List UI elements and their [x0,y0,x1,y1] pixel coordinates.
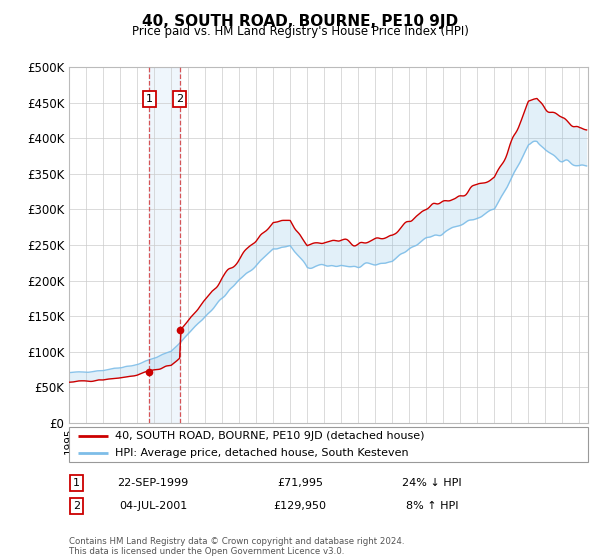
Text: 1: 1 [146,94,153,104]
Text: HPI: Average price, detached house, South Kesteven: HPI: Average price, detached house, Sout… [115,449,408,458]
FancyBboxPatch shape [69,427,588,462]
Text: £71,995: £71,995 [277,478,323,488]
Text: £129,950: £129,950 [274,501,326,511]
Text: Contains HM Land Registry data © Crown copyright and database right 2024.
This d: Contains HM Land Registry data © Crown c… [69,536,404,556]
Text: 40, SOUTH ROAD, BOURNE, PE10 9JD (detached house): 40, SOUTH ROAD, BOURNE, PE10 9JD (detach… [115,431,424,441]
Text: 22-SEP-1999: 22-SEP-1999 [118,478,188,488]
Text: 1: 1 [73,478,80,488]
Text: 2: 2 [176,94,183,104]
Text: Price paid vs. HM Land Registry's House Price Index (HPI): Price paid vs. HM Land Registry's House … [131,25,469,38]
Bar [149,67,179,423]
Text: 04-JUL-2001: 04-JUL-2001 [119,501,187,511]
Text: 40, SOUTH ROAD, BOURNE, PE10 9JD: 40, SOUTH ROAD, BOURNE, PE10 9JD [142,14,458,29]
Text: 8% ↑ HPI: 8% ↑ HPI [406,501,458,511]
Text: 2: 2 [73,501,80,511]
Text: 24% ↓ HPI: 24% ↓ HPI [402,478,462,488]
